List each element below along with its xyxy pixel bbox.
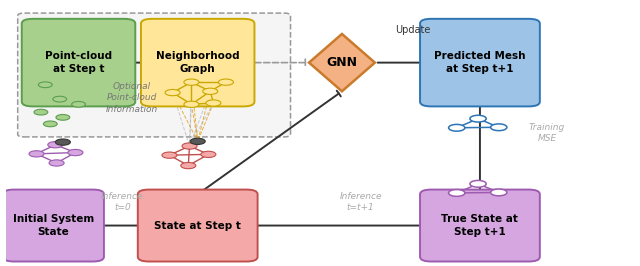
Text: Predicted Mesh
at Step t+1: Predicted Mesh at Step t+1 [434,51,525,74]
FancyBboxPatch shape [3,190,104,261]
Circle shape [180,163,196,169]
Circle shape [491,124,507,131]
Circle shape [44,121,57,127]
Circle shape [34,109,48,115]
Text: True State at
Step t+1: True State at Step t+1 [442,214,518,237]
Text: Update: Update [395,25,431,35]
Circle shape [165,89,180,96]
Circle shape [53,96,67,102]
Text: Inference: Inference [339,192,382,201]
FancyBboxPatch shape [141,19,255,106]
Circle shape [190,138,205,144]
Circle shape [449,124,465,131]
FancyBboxPatch shape [420,190,540,261]
FancyBboxPatch shape [18,13,291,137]
Circle shape [162,152,177,158]
Circle shape [201,151,216,157]
Circle shape [72,101,85,107]
Circle shape [29,151,44,157]
FancyBboxPatch shape [420,19,540,106]
Text: Initial System
State: Initial System State [13,214,94,237]
Circle shape [38,82,52,88]
Circle shape [48,142,63,148]
Text: Inference: Inference [101,192,144,201]
FancyBboxPatch shape [22,19,135,106]
Text: Point-cloud
at Step t: Point-cloud at Step t [45,51,112,74]
Text: Training
MSE: Training MSE [529,123,565,143]
Circle shape [182,143,197,149]
Circle shape [203,88,218,94]
Polygon shape [309,34,375,91]
Circle shape [449,190,465,196]
Circle shape [68,149,83,156]
Circle shape [470,115,486,122]
Circle shape [55,139,70,145]
Circle shape [218,79,234,85]
Circle shape [49,160,64,166]
Text: GNN: GNN [326,56,358,69]
Circle shape [56,114,70,120]
Circle shape [184,101,199,107]
Circle shape [470,180,486,187]
Circle shape [184,79,199,85]
FancyBboxPatch shape [138,190,257,261]
Text: Neighborhood
Graph: Neighborhood Graph [156,51,239,74]
Circle shape [206,100,221,106]
Text: t=0: t=0 [114,203,131,212]
Text: State at Step t: State at Step t [154,221,241,231]
Circle shape [491,189,507,196]
Text: t=t+1: t=t+1 [347,203,374,212]
Text: Optional
Point-cloud
Information: Optional Point-cloud Information [106,81,158,114]
